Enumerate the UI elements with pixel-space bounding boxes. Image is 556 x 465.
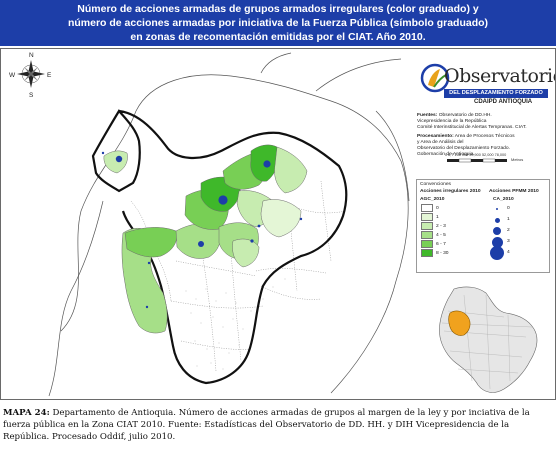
legend-swatch [421, 249, 433, 257]
legend-symbol-label: 4 [507, 250, 510, 255]
legend-symbol-label: 2 [507, 228, 510, 233]
legend-col1-title: Acciones irregulares 2010 [420, 189, 481, 194]
title-line-2: número de acciones armadas por iniciativ… [67, 17, 489, 29]
logo-subtitle: CDAIPD ANTIOQUIA [474, 99, 533, 105]
scale-ruler [447, 158, 507, 163]
legend-col2-field: CA_2010 [493, 197, 514, 202]
symbol-point[interactable] [145, 305, 149, 309]
legend-symbol-dot [496, 208, 498, 210]
legend-class-label: 4 - 5 [436, 232, 446, 238]
symbol-point[interactable] [198, 241, 204, 247]
title-line-3: en zonas de recomentación emitidas por e… [130, 31, 426, 43]
legend-symbol-label: 0 [507, 206, 510, 211]
graduated-symbols [101, 151, 303, 309]
compass-s: S [29, 92, 34, 99]
legend-symbol-row: 0 [491, 204, 547, 214]
colombia-outline [439, 286, 538, 393]
caption-label: MAPA 24: [3, 408, 50, 418]
compass-w: W [9, 72, 16, 79]
stipple-area [185, 278, 286, 370]
proc-2: y Area de Análisis del [417, 140, 464, 145]
zone-west-upper [124, 227, 177, 258]
legend: Convenciones Acciones irregulares 2010 A… [416, 179, 550, 273]
proc-3: Observatorio del Desplazamiento Forzado. [417, 146, 510, 151]
legend-symbol-row: 1 [491, 215, 547, 225]
observatorio-logo: Observatorio DEL DESPLAZAMIENTO FORZADO … [414, 59, 555, 111]
proc-1: Area de Procesos Técnicos [454, 134, 515, 139]
symbol-point[interactable] [115, 155, 123, 163]
colombia-inset-map[interactable] [414, 281, 554, 399]
compass-rose [17, 60, 45, 88]
legend-class-label: 6 - 7 [436, 241, 446, 247]
compass-e: E [47, 72, 52, 79]
compass-n: N [29, 52, 34, 59]
legend-heading: Convenciones [420, 182, 451, 187]
legend-swatch [421, 204, 433, 212]
legend-col2-title: Acciones PFMM 2010 [489, 189, 539, 194]
legend-symbols: 0 1 2 3 4 [490, 204, 547, 270]
legend-swatch [421, 240, 433, 248]
legend-class-row: 8 - 30 [421, 249, 449, 257]
legend-class-row: 6 - 7 [421, 240, 446, 248]
fuente-2: Vicepresidencia de la República [417, 119, 487, 124]
scale-unit: Metros [511, 157, 524, 162]
legend-symbol-dot [490, 246, 504, 260]
zone-east-2 [260, 199, 302, 238]
logo-banner: DEL DESPLAZAMIENTO FORZADO [444, 89, 548, 98]
legend-symbol-dot [494, 217, 500, 223]
fuente-label: Fuentes: [417, 113, 438, 118]
legend-class-label: 0 [436, 205, 439, 211]
legend-class-row: 1 [421, 213, 439, 221]
symbol-point[interactable] [257, 224, 261, 228]
legend-symbol-label: 3 [507, 239, 510, 244]
zone-center-5 [232, 238, 260, 268]
antioquia-highlight [448, 310, 471, 336]
legend-class-row: 0 [421, 204, 439, 212]
symbol-point[interactable] [101, 151, 105, 155]
legend-symbol-dot [493, 227, 501, 235]
sources-block: Fuentes: Observatorio de DD.HH. Vicepres… [417, 113, 551, 158]
scale-bar: 0 8,7 158 008 39,900 52,000 78,000 Metro… [417, 153, 551, 173]
legend-symbol-row: 2 [491, 226, 547, 236]
map-caption: MAPA 24: Departamento de Antioquia. Núme… [3, 407, 553, 443]
map-frame: N S E W Observatorio DEL DESPLAZAMIENTO … [0, 48, 556, 400]
legend-class-row: 4 - 5 [421, 231, 446, 239]
legend-class-label: 2 - 3 [436, 223, 446, 229]
legend-swatch [421, 213, 433, 221]
caption-text: Departamento de Antioquia. Número de acc… [3, 408, 530, 442]
fuente-3: Comité Interinstitucial de Alertas Tempr… [417, 125, 527, 130]
legend-swatch [421, 222, 433, 230]
fuente-1: Observatorio de DD.HH. [438, 113, 492, 118]
neighbour-borders [48, 52, 410, 397]
symbol-point[interactable] [250, 239, 254, 243]
legend-col1-field: AGC_2010 [420, 197, 445, 202]
graded-zones [103, 144, 308, 334]
proc-label: Procesamiento: [417, 134, 454, 139]
logo-word: Observatorio [444, 65, 556, 87]
logo-figure-icon [420, 63, 450, 93]
legend-symbol-label: 1 [507, 217, 510, 222]
symbol-point[interactable] [218, 195, 228, 205]
legend-swatch [421, 231, 433, 239]
symbol-point[interactable] [263, 160, 271, 168]
symbol-point[interactable] [299, 217, 303, 221]
title-line-1: Número de acciones armadas de grupos arm… [77, 3, 479, 15]
scale-labels: 0 8,7 158 008 39,900 52,000 78,000 [445, 153, 507, 157]
proc-4: Gobernación de Antioquia. [417, 152, 475, 157]
map-title: Número de acciones armadas de grupos arm… [0, 0, 556, 46]
legend-symbol-row: 4 [490, 246, 547, 260]
legend-classes: 0 1 2 - 3 4 - 5 6 - 7 8 - 30 [421, 204, 481, 270]
symbol-point[interactable] [147, 261, 151, 265]
antioquia-map[interactable]: N S E W [1, 49, 555, 399]
legend-class-row: 2 - 3 [421, 222, 446, 230]
legend-class-label: 1 [436, 214, 439, 220]
zone-north-3 [274, 146, 308, 194]
zone-northwest [103, 150, 128, 174]
legend-class-label: 8 - 30 [436, 250, 449, 256]
